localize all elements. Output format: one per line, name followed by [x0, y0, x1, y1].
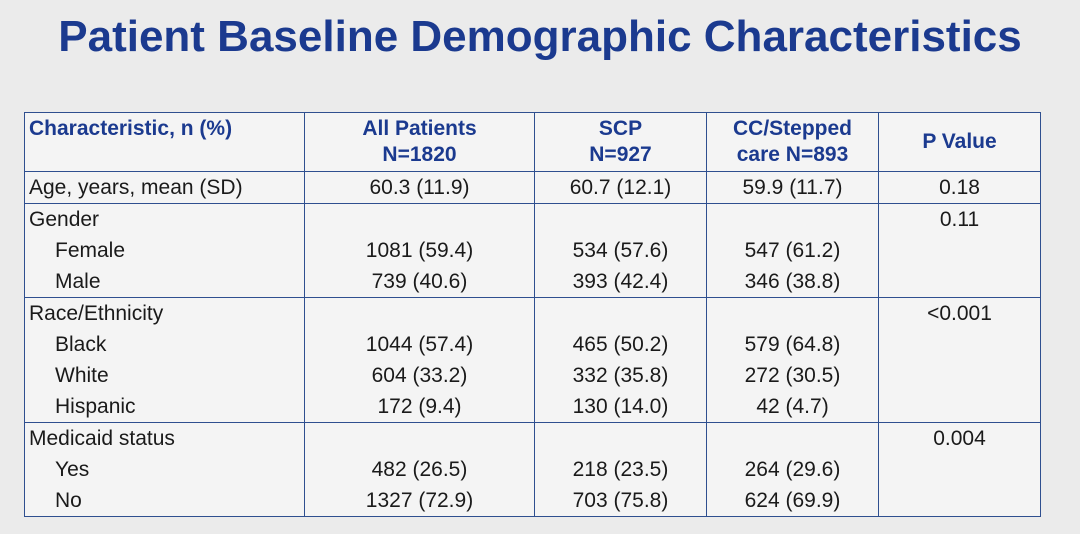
- scp-cell: 703 (75.8): [534, 485, 707, 517]
- scp-cell: 465 (50.2): [534, 329, 707, 360]
- all-patients-cell: 172 (9.4): [304, 391, 535, 423]
- scp-cell: 393 (42.4): [534, 266, 707, 298]
- cc-stepped-care-cell: 42 (4.7): [706, 391, 879, 423]
- slide-title: Patient Baseline Demographic Characteris…: [58, 12, 1022, 61]
- all-patients-cell: 739 (40.6): [304, 266, 535, 298]
- cc-stepped-care-cell: 59.9 (11.7): [706, 171, 879, 204]
- row-label: Medicaid status: [24, 422, 305, 454]
- table-row: No 1327 (72.9) 703 (75.8) 624 (69.9): [24, 485, 1041, 517]
- all-patients-cell: [304, 297, 535, 329]
- p-value-cell: 0.18: [878, 171, 1041, 204]
- cc-stepped-care-cell: 547 (61.2): [706, 235, 879, 266]
- header-line: Characteristic, n (%): [29, 117, 233, 140]
- cc-stepped-care-cell: 264 (29.6): [706, 454, 879, 485]
- row-label: Gender: [24, 203, 305, 235]
- table-row: Male 739 (40.6) 393 (42.4) 346 (38.8): [24, 266, 1041, 298]
- cc-stepped-care-cell: 624 (69.9): [706, 485, 879, 517]
- header-all-patients: All Patients N=1820: [304, 112, 535, 172]
- row-label: White: [24, 360, 305, 391]
- row-label: Age, years, mean (SD): [24, 171, 305, 204]
- demographics-table: Characteristic, n (%) All Patients N=182…: [24, 112, 1041, 517]
- header-line: care N=893: [736, 143, 849, 166]
- table-row: Hispanic 172 (9.4) 130 (14.0) 42 (4.7): [24, 391, 1041, 423]
- row-label: Black: [24, 329, 305, 360]
- p-value-cell: 0.004: [878, 422, 1041, 454]
- all-patients-cell: 1327 (72.9): [304, 485, 535, 517]
- table-row: Medicaid status 0.004: [24, 422, 1041, 454]
- scp-cell: 130 (14.0): [534, 391, 707, 423]
- scp-cell: [534, 422, 707, 454]
- cc-stepped-care-cell: [706, 203, 879, 235]
- p-value-cell: [878, 235, 1041, 266]
- scp-cell: 332 (35.8): [534, 360, 707, 391]
- p-value-cell: <0.001: [878, 297, 1041, 329]
- row-label: Male: [24, 266, 305, 298]
- scp-cell: 218 (23.5): [534, 454, 707, 485]
- header-line: N=927: [589, 143, 652, 166]
- all-patients-cell: 1044 (57.4): [304, 329, 535, 360]
- table-row: Female 1081 (59.4) 534 (57.6) 547 (61.2): [24, 235, 1041, 266]
- cc-stepped-care-cell: [706, 422, 879, 454]
- scp-cell: [534, 297, 707, 329]
- all-patients-cell: [304, 422, 535, 454]
- header-line: N=1820: [382, 143, 457, 166]
- row-label: Yes: [24, 454, 305, 485]
- p-value-cell: [878, 485, 1041, 517]
- p-value-cell: [878, 266, 1041, 298]
- cc-stepped-care-cell: 272 (30.5): [706, 360, 879, 391]
- p-value-cell: [878, 454, 1041, 485]
- header-line: SCP: [598, 117, 643, 140]
- table-row: Gender 0.11: [24, 203, 1041, 235]
- p-value-cell: [878, 360, 1041, 391]
- p-value-cell: 0.11: [878, 203, 1041, 235]
- header-line: P Value: [922, 130, 997, 153]
- table-row: Age, years, mean (SD) 60.3 (11.9) 60.7 (12…: [24, 171, 1041, 204]
- row-label: Female: [24, 235, 305, 266]
- scp-cell: 534 (57.6): [534, 235, 707, 266]
- all-patients-cell: 604 (33.2): [304, 360, 535, 391]
- p-value-cell: [878, 391, 1041, 423]
- table-body: Age, years, mean (SD) 60.3 (11.9) 60.7 (12…: [24, 171, 1041, 517]
- scp-cell: 60.7 (12.1): [534, 171, 707, 204]
- table-row: Race/Ethnicity <0.001: [24, 297, 1041, 329]
- table-row: White 604 (33.2) 332 (35.8) 272 (30.5): [24, 360, 1041, 391]
- all-patients-cell: 1081 (59.4): [304, 235, 535, 266]
- header-cc-stepped-care: CC/Stepped care N=893: [706, 112, 879, 172]
- header-line: All Patients: [362, 117, 477, 140]
- row-label: Hispanic: [24, 391, 305, 423]
- cc-stepped-care-cell: 346 (38.8): [706, 266, 879, 298]
- table-row: Black 1044 (57.4) 465 (50.2) 579 (64.8): [24, 329, 1041, 360]
- table-row: Yes 482 (26.5) 218 (23.5) 264 (29.6): [24, 454, 1041, 485]
- cc-stepped-care-cell: 579 (64.8): [706, 329, 879, 360]
- all-patients-cell: 482 (26.5): [304, 454, 535, 485]
- header-line: CC/Stepped: [732, 117, 852, 140]
- all-patients-cell: 60.3 (11.9): [304, 171, 535, 204]
- row-label: Race/Ethnicity: [24, 297, 305, 329]
- header-p-value: P Value: [878, 112, 1041, 172]
- scp-cell: [534, 203, 707, 235]
- header-characteristic: Characteristic, n (%): [24, 112, 305, 172]
- p-value-cell: [878, 329, 1041, 360]
- table-header-row: Characteristic, n (%) All Patients N=182…: [24, 112, 1041, 172]
- header-scp: SCP N=927: [534, 112, 707, 172]
- cc-stepped-care-cell: [706, 297, 879, 329]
- row-label: No: [24, 485, 305, 517]
- all-patients-cell: [304, 203, 535, 235]
